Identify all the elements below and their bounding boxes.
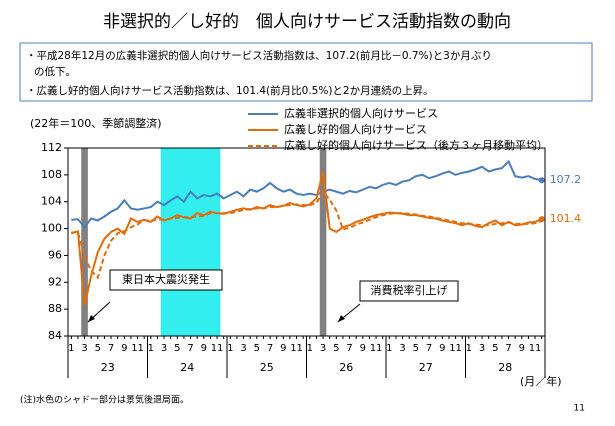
y-tick-label: 104: [41, 195, 62, 208]
legend-label: 広義し好的個人向けサービス（後方３ヶ月移動平均）: [284, 138, 548, 152]
end-label: 101.4: [550, 212, 582, 225]
x-tick-label: 3: [479, 343, 485, 354]
x-tick-label: 5: [174, 343, 180, 354]
y-tick-label: 88: [48, 302, 62, 315]
series-line: [71, 159, 542, 229]
y-tick-label: 96: [48, 248, 62, 261]
x-tick-label: 11: [370, 343, 383, 354]
x-tick-label: 9: [201, 343, 207, 354]
series-line: [71, 171, 543, 307]
x-tick-label: 7: [346, 343, 352, 354]
x-tick-label: 9: [280, 343, 286, 354]
annotation-box: [359, 280, 459, 302]
y-tick-label: 108: [41, 168, 62, 181]
x-tick-label: 1: [307, 343, 313, 354]
x-tick-label: 7: [108, 343, 114, 354]
legend-label: 広義し好的個人向けサービス: [284, 122, 427, 136]
x-tick-label: 1: [68, 343, 74, 354]
slide-title: 非選択的／し好的 個人向けサービス活動指数の動向: [103, 12, 511, 32]
annotation: 東日本大震災発生: [122, 272, 210, 286]
page-number: 11: [574, 404, 585, 414]
year-label: 28: [498, 361, 512, 374]
annotation-box: [109, 269, 223, 291]
x-tick-label: 11: [131, 343, 144, 354]
end-point: [538, 177, 545, 184]
x-unit: (月／年): [520, 374, 562, 388]
x-tick-label: 5: [492, 343, 498, 354]
x-tick-label: 1: [466, 343, 472, 354]
x-tick-label: 5: [95, 343, 101, 354]
shaded-period: [319, 148, 327, 336]
shaded-period: [81, 148, 88, 336]
annotation: 消費税率引上げ: [371, 283, 448, 297]
unit-note: (22年＝100、季節調整済): [30, 116, 162, 130]
plot-frame: [67, 147, 546, 337]
x-tick-label: 11: [290, 343, 303, 354]
x-tick-label: 5: [254, 343, 260, 354]
series-line: [71, 189, 542, 280]
x-tick-label: 11: [211, 343, 224, 354]
end-label: 107.2: [550, 173, 582, 186]
x-tick-label: 1: [227, 343, 233, 354]
x-tick-label: 1: [386, 343, 392, 354]
x-tick-label: 3: [161, 343, 167, 354]
x-tick-label: 5: [333, 343, 339, 354]
x-tick-label: 5: [413, 343, 419, 354]
x-tick-label: 9: [121, 343, 127, 354]
y-tick-label: 100: [41, 222, 62, 235]
x-tick-label: 9: [360, 343, 366, 354]
bullet: の低下。: [34, 65, 76, 78]
arrow-head: [338, 315, 345, 322]
y-tick-label: 92: [48, 275, 62, 288]
x-tick-label: 7: [505, 343, 511, 354]
x-tick-label: 3: [320, 343, 326, 354]
year-label: 27: [419, 361, 433, 374]
summary-box: [19, 42, 593, 102]
x-tick-label: 11: [449, 343, 462, 354]
footnote: (注)水色のシャドー部分は景気後退局面。: [20, 394, 189, 406]
bullet: ・広義し好的個人向けサービス活動指数は、101.4(前月比0.5%)と2か月連続…: [26, 84, 434, 97]
x-tick-label: 7: [187, 343, 193, 354]
x-tick-label: 3: [240, 343, 246, 354]
year-label: 23: [101, 361, 115, 374]
x-tick-label: 9: [439, 343, 445, 354]
year-label: 26: [339, 361, 353, 374]
bullet: ・平成28年12月の広義非選択的個人向けサービス活動指数は、107.2(前月比－…: [26, 49, 492, 62]
y-tick-label: 84: [48, 329, 62, 342]
x-tick-label: 11: [529, 343, 542, 354]
x-tick-label: 1: [148, 343, 154, 354]
x-tick-label: 3: [399, 343, 405, 354]
year-label: 24: [180, 361, 194, 374]
x-tick-label: 3: [81, 343, 87, 354]
y-tick-label: 112: [41, 141, 62, 154]
x-tick-label: 7: [267, 343, 273, 354]
year-label: 25: [260, 361, 274, 374]
x-tick-label: 9: [519, 343, 525, 354]
shaded-period: [160, 148, 221, 336]
x-tick-label: 7: [426, 343, 432, 354]
legend-label: 広義非選択的個人向けサービス: [284, 106, 438, 120]
arrow-head: [88, 315, 95, 322]
